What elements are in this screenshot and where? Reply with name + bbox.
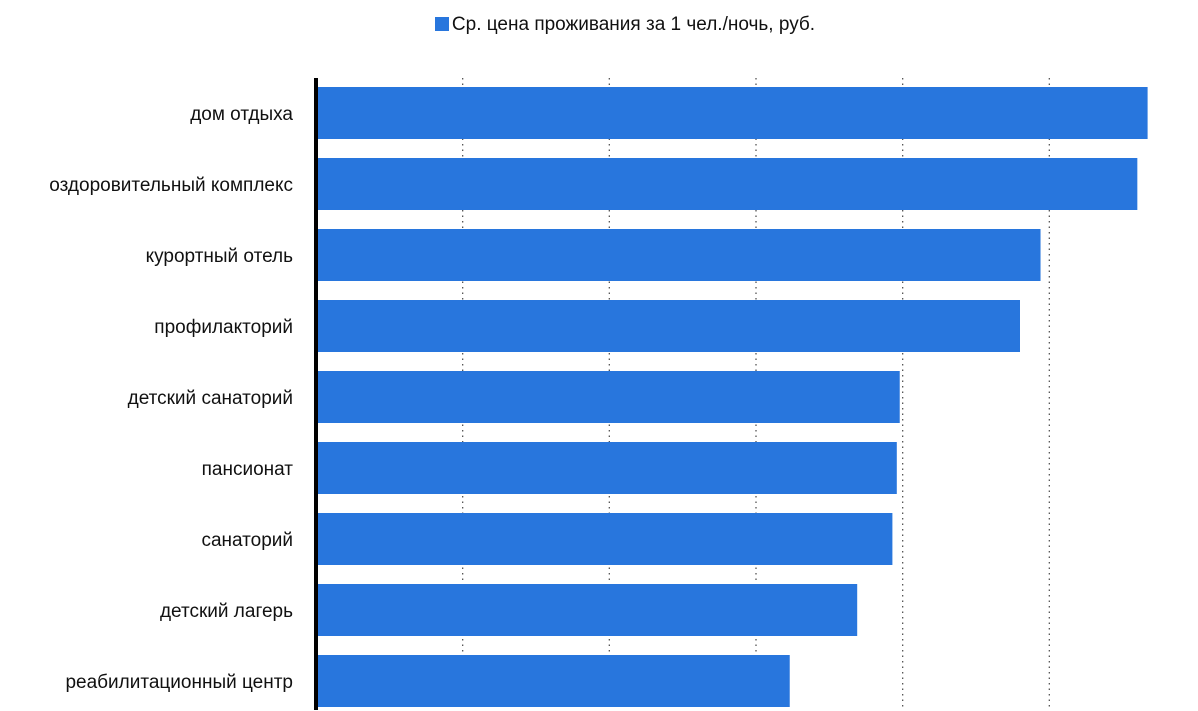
category-label-3: курортный отель	[146, 246, 293, 267]
category-label-6: пансионат	[202, 459, 294, 480]
category-label-2: оздоровительный комплекс	[49, 175, 293, 196]
bar-9	[316, 655, 790, 707]
bar-2	[316, 158, 1138, 210]
category-label-8: детский лагерь	[160, 601, 293, 622]
bar-4	[316, 300, 1020, 352]
bar-5	[316, 371, 900, 423]
chart-legend: Ср. цена проживания за 1 чел./ночь, руб.	[0, 14, 1198, 36]
legend-swatch	[434, 17, 449, 31]
category-label-9: реабилитационный центр	[65, 672, 293, 693]
bar-1	[316, 87, 1148, 139]
category-label-5: детский санаторий	[128, 388, 293, 409]
bar-3	[316, 229, 1041, 281]
category-label-1: дом отдыха	[190, 104, 293, 125]
category-label-7: санаторий	[201, 530, 293, 551]
bar-6	[316, 442, 897, 494]
bar-7	[316, 513, 893, 565]
legend-label: Ср. цена проживания за 1 чел./ночь, руб.	[451, 14, 816, 35]
category-label-4: профилакторий	[154, 317, 293, 338]
bar-8	[316, 584, 858, 636]
